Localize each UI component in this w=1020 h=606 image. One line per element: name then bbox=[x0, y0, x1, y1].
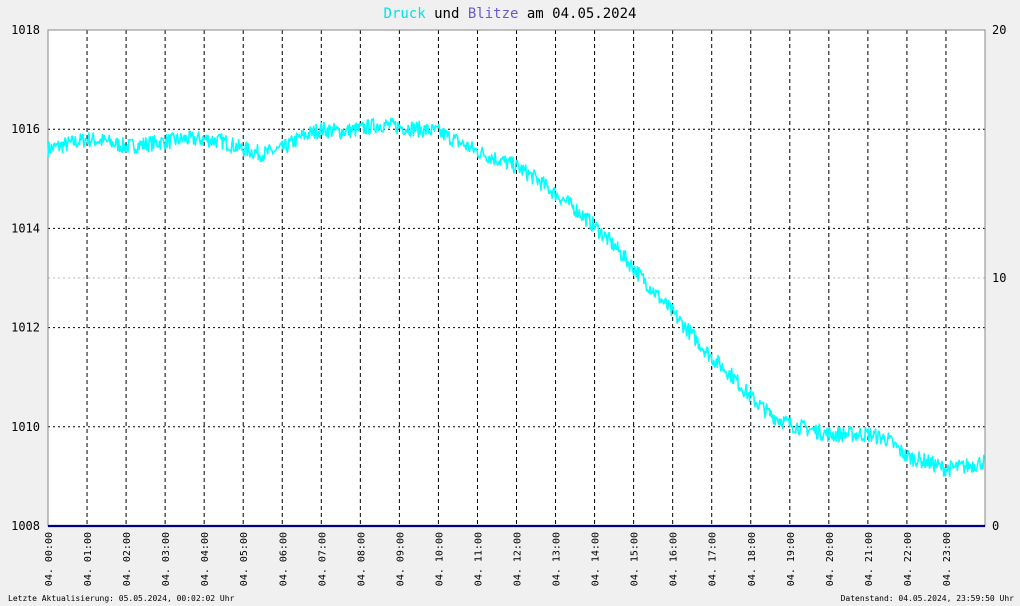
x-tick-label: 04. 04:00 bbox=[200, 532, 211, 586]
y-left-tick-label: 1012 bbox=[11, 321, 40, 335]
title-und: und bbox=[426, 6, 468, 22]
x-tick-label: 04. 12:00 bbox=[513, 532, 524, 586]
x-tick-label: 04. 23:00 bbox=[942, 532, 953, 586]
x-tick-label: 04. 18:00 bbox=[747, 532, 758, 586]
title-date: am 04.05.2024 bbox=[518, 6, 636, 22]
x-tick-label: 04. 17:00 bbox=[708, 532, 719, 586]
y-axis-left: 1008 1010 1012 1014 1016 1018 bbox=[11, 23, 40, 533]
y-axis-right: 0 10 20 bbox=[992, 23, 1006, 533]
y-right-tick-label: 20 bbox=[992, 23, 1006, 37]
x-tick-label: 04. 10:00 bbox=[434, 532, 445, 586]
x-tick-label: 04. 13:00 bbox=[552, 532, 563, 586]
x-tick-label: 04. 01:00 bbox=[83, 532, 94, 586]
y-left-tick-label: 1016 bbox=[11, 122, 40, 136]
x-tick-label: 04. 05:00 bbox=[239, 532, 250, 586]
x-tick-label: 04. 14:00 bbox=[591, 532, 602, 586]
x-tick-label: 04. 21:00 bbox=[864, 532, 875, 586]
x-tick-label: 04. 06:00 bbox=[278, 532, 289, 586]
x-tick-label: 04. 16:00 bbox=[669, 532, 680, 586]
title-druck: Druck bbox=[384, 6, 427, 22]
y-right-tick-label: 10 bbox=[992, 271, 1006, 285]
y-left-tick-label: 1008 bbox=[11, 519, 40, 533]
title-blitze: Blitze bbox=[468, 6, 519, 22]
footer-last-update: Letzte Aktualisierung: 05.05.2024, 00:02… bbox=[8, 594, 235, 603]
x-tick-label: 04. 07:00 bbox=[317, 532, 328, 586]
y-left-tick-label: 1014 bbox=[11, 221, 40, 235]
x-tick-label: 04. 15:00 bbox=[630, 532, 641, 586]
x-tick-label: 04. 09:00 bbox=[395, 532, 406, 586]
x-tick-label: 04. 20:00 bbox=[825, 532, 836, 586]
x-tick-label: 04. 19:00 bbox=[786, 532, 797, 586]
y-left-tick-label: 1010 bbox=[11, 420, 40, 434]
y-right-tick-label: 0 bbox=[992, 519, 999, 533]
footer-data-status: Datenstand: 04.05.2024, 23:59:50 Uhr bbox=[841, 594, 1015, 603]
x-tick-label: 04. 22:00 bbox=[903, 532, 914, 586]
x-tick-label: 04. 03:00 bbox=[161, 532, 172, 586]
x-tick-label: 04. 11:00 bbox=[473, 532, 484, 586]
x-tick-label: 04. 08:00 bbox=[356, 532, 367, 586]
y-left-tick-label: 1018 bbox=[11, 23, 40, 37]
x-tick-label: 04. 02:00 bbox=[122, 532, 133, 586]
x-tick-label: 04. 00:00 bbox=[44, 532, 55, 586]
x-axis: 04. 00:00 04. 01:00 04. 02:00 04. 03:00 04. … bbox=[44, 532, 953, 586]
chart-title: Druck und Blitze am 04.05.2024 bbox=[384, 6, 637, 22]
